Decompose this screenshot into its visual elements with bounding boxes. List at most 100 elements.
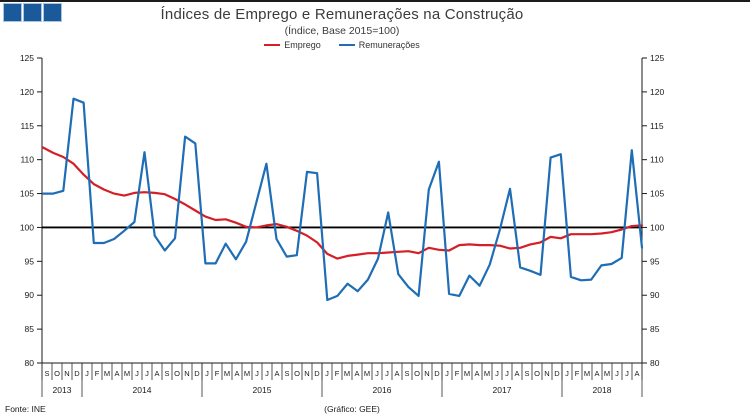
svg-text:A: A xyxy=(154,369,159,378)
svg-text:S: S xyxy=(284,369,289,378)
svg-text:J: J xyxy=(255,369,259,378)
svg-text:M: M xyxy=(104,369,110,378)
svg-text:D: D xyxy=(194,369,200,378)
svg-text:100: 100 xyxy=(650,222,664,232)
svg-text:105: 105 xyxy=(650,189,664,199)
chart-title: Índices de Emprego e Remunerações na Con… xyxy=(160,6,524,23)
chart-subtitle: (Índice, Base 2015=100) xyxy=(284,25,400,37)
legend-swatch-emprego xyxy=(264,43,281,47)
svg-text:J: J xyxy=(445,369,449,378)
svg-text:85: 85 xyxy=(25,324,35,334)
svg-text:115: 115 xyxy=(650,121,664,131)
svg-text:A: A xyxy=(274,369,279,378)
svg-text:M: M xyxy=(464,369,470,378)
svg-text:2015: 2015 xyxy=(253,385,272,395)
svg-text:S: S xyxy=(524,369,529,378)
svg-text:120: 120 xyxy=(20,87,34,97)
svg-text:J: J xyxy=(615,369,619,378)
svg-text:M: M xyxy=(344,369,350,378)
legend-item-remuneracoes: Remunerações xyxy=(338,40,420,50)
svg-text:115: 115 xyxy=(20,121,34,131)
footer-source: Fonte: INE xyxy=(5,404,46,414)
svg-text:N: N xyxy=(424,369,429,378)
svg-text:110: 110 xyxy=(20,155,34,165)
svg-text:J: J xyxy=(85,369,89,378)
svg-text:M: M xyxy=(224,369,230,378)
svg-text:J: J xyxy=(145,369,149,378)
svg-text:J: J xyxy=(385,369,389,378)
svg-text:120: 120 xyxy=(650,87,664,97)
svg-text:2018: 2018 xyxy=(593,385,612,395)
logo-squares xyxy=(3,3,62,22)
svg-text:2016: 2016 xyxy=(373,385,392,395)
svg-text:90: 90 xyxy=(650,290,660,300)
series-emprego xyxy=(41,146,644,260)
svg-text:A: A xyxy=(634,369,639,378)
logo-square xyxy=(3,3,22,22)
svg-text:O: O xyxy=(174,369,180,378)
svg-text:S: S xyxy=(164,369,169,378)
svg-text:85: 85 xyxy=(650,324,660,334)
svg-text:125: 125 xyxy=(20,53,34,63)
svg-text:D: D xyxy=(314,369,320,378)
svg-text:M: M xyxy=(584,369,590,378)
svg-text:J: J xyxy=(625,369,629,378)
legend-label-remuneracoes: Remunerações xyxy=(358,40,420,50)
svg-text:J: J xyxy=(135,369,139,378)
svg-text:J: J xyxy=(495,369,499,378)
svg-text:J: J xyxy=(505,369,509,378)
svg-text:N: N xyxy=(184,369,189,378)
svg-text:A: A xyxy=(354,369,359,378)
svg-text:105: 105 xyxy=(20,189,34,199)
svg-text:F: F xyxy=(575,369,580,378)
legend-item-emprego: Emprego xyxy=(264,40,321,50)
logo-square xyxy=(43,3,62,22)
svg-text:J: J xyxy=(325,369,329,378)
svg-text:100: 100 xyxy=(20,222,34,232)
svg-text:95: 95 xyxy=(25,256,35,266)
svg-text:80: 80 xyxy=(650,358,660,368)
logo-square xyxy=(23,3,42,22)
footer-credit: (Gráfico: GEE) xyxy=(324,404,380,414)
svg-text:95: 95 xyxy=(650,256,660,266)
svg-text:F: F xyxy=(95,369,100,378)
series-remunerações xyxy=(41,97,644,302)
svg-text:M: M xyxy=(124,369,130,378)
legend-label-emprego: Emprego xyxy=(284,40,321,50)
svg-text:J: J xyxy=(375,369,379,378)
svg-text:N: N xyxy=(64,369,69,378)
svg-text:D: D xyxy=(554,369,560,378)
svg-text:J: J xyxy=(265,369,269,378)
svg-text:N: N xyxy=(544,369,549,378)
svg-text:M: M xyxy=(484,369,490,378)
svg-text:D: D xyxy=(434,369,440,378)
svg-text:125: 125 xyxy=(650,53,664,63)
svg-text:J: J xyxy=(565,369,569,378)
svg-text:2017: 2017 xyxy=(493,385,512,395)
svg-text:N: N xyxy=(304,369,309,378)
svg-text:M: M xyxy=(244,369,250,378)
svg-text:90: 90 xyxy=(25,290,35,300)
svg-text:2014: 2014 xyxy=(133,385,152,395)
chart-legend: Emprego Remunerações xyxy=(0,40,684,50)
svg-text:A: A xyxy=(234,369,239,378)
svg-text:A: A xyxy=(594,369,599,378)
svg-text:S: S xyxy=(44,369,49,378)
svg-text:A: A xyxy=(474,369,479,378)
svg-text:F: F xyxy=(335,369,340,378)
svg-text:A: A xyxy=(394,369,399,378)
svg-text:A: A xyxy=(114,369,119,378)
svg-text:O: O xyxy=(54,369,60,378)
legend-swatch-remuneracoes xyxy=(338,43,355,47)
svg-text:2013: 2013 xyxy=(53,385,72,395)
svg-text:M: M xyxy=(604,369,610,378)
svg-text:M: M xyxy=(364,369,370,378)
svg-text:A: A xyxy=(514,369,519,378)
svg-text:J: J xyxy=(205,369,209,378)
svg-text:F: F xyxy=(455,369,460,378)
svg-text:O: O xyxy=(534,369,540,378)
top-border xyxy=(0,0,750,2)
svg-text:S: S xyxy=(404,369,409,378)
